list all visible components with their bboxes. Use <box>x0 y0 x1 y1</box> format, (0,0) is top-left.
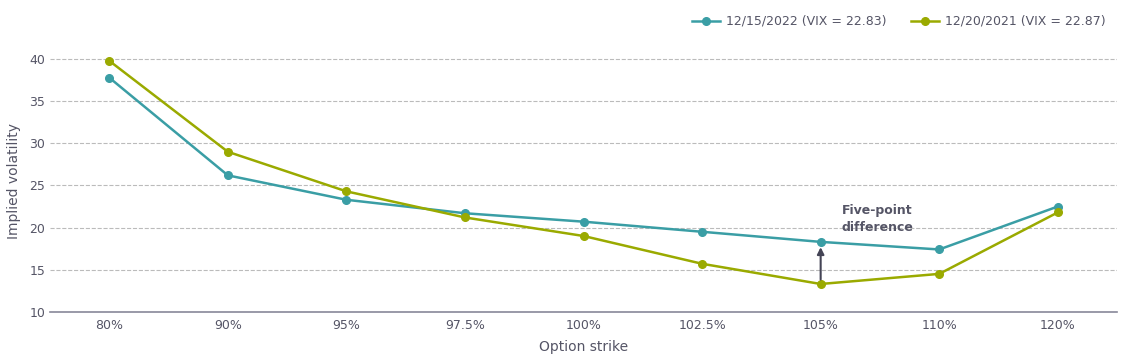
12/15/2022 (VIX = 22.83) <box>577 219 590 224</box>
Text: Five-point
difference: Five-point difference <box>842 204 914 234</box>
12/20/2021 (VIX = 22.87) <box>221 149 235 154</box>
12/15/2022 (VIX = 22.83) <box>459 211 472 216</box>
12/15/2022 (VIX = 22.83) <box>696 230 709 234</box>
12/20/2021 (VIX = 22.87) <box>696 262 709 266</box>
12/20/2021 (VIX = 22.87) <box>459 215 472 219</box>
12/15/2022 (VIX = 22.83) <box>339 197 353 202</box>
12/15/2022 (VIX = 22.83) <box>814 240 827 244</box>
X-axis label: Option strike: Option strike <box>540 340 628 354</box>
12/20/2021 (VIX = 22.87) <box>577 234 590 238</box>
Y-axis label: Implied volatility: Implied volatility <box>7 123 21 239</box>
12/15/2022 (VIX = 22.83) <box>1051 204 1064 209</box>
Line: 12/20/2021 (VIX = 22.87): 12/20/2021 (VIX = 22.87) <box>106 57 1061 288</box>
12/20/2021 (VIX = 22.87) <box>814 282 827 286</box>
12/20/2021 (VIX = 22.87) <box>102 59 116 63</box>
12/15/2022 (VIX = 22.83) <box>221 173 235 178</box>
12/20/2021 (VIX = 22.87) <box>1051 210 1064 214</box>
12/15/2022 (VIX = 22.83) <box>102 75 116 80</box>
12/20/2021 (VIX = 22.87) <box>339 189 353 193</box>
Legend: 12/15/2022 (VIX = 22.83), 12/20/2021 (VIX = 22.87): 12/15/2022 (VIX = 22.83), 12/20/2021 (VI… <box>687 10 1111 33</box>
12/20/2021 (VIX = 22.87) <box>933 272 946 276</box>
12/15/2022 (VIX = 22.83) <box>933 247 946 252</box>
Line: 12/15/2022 (VIX = 22.83): 12/15/2022 (VIX = 22.83) <box>106 74 1061 253</box>
